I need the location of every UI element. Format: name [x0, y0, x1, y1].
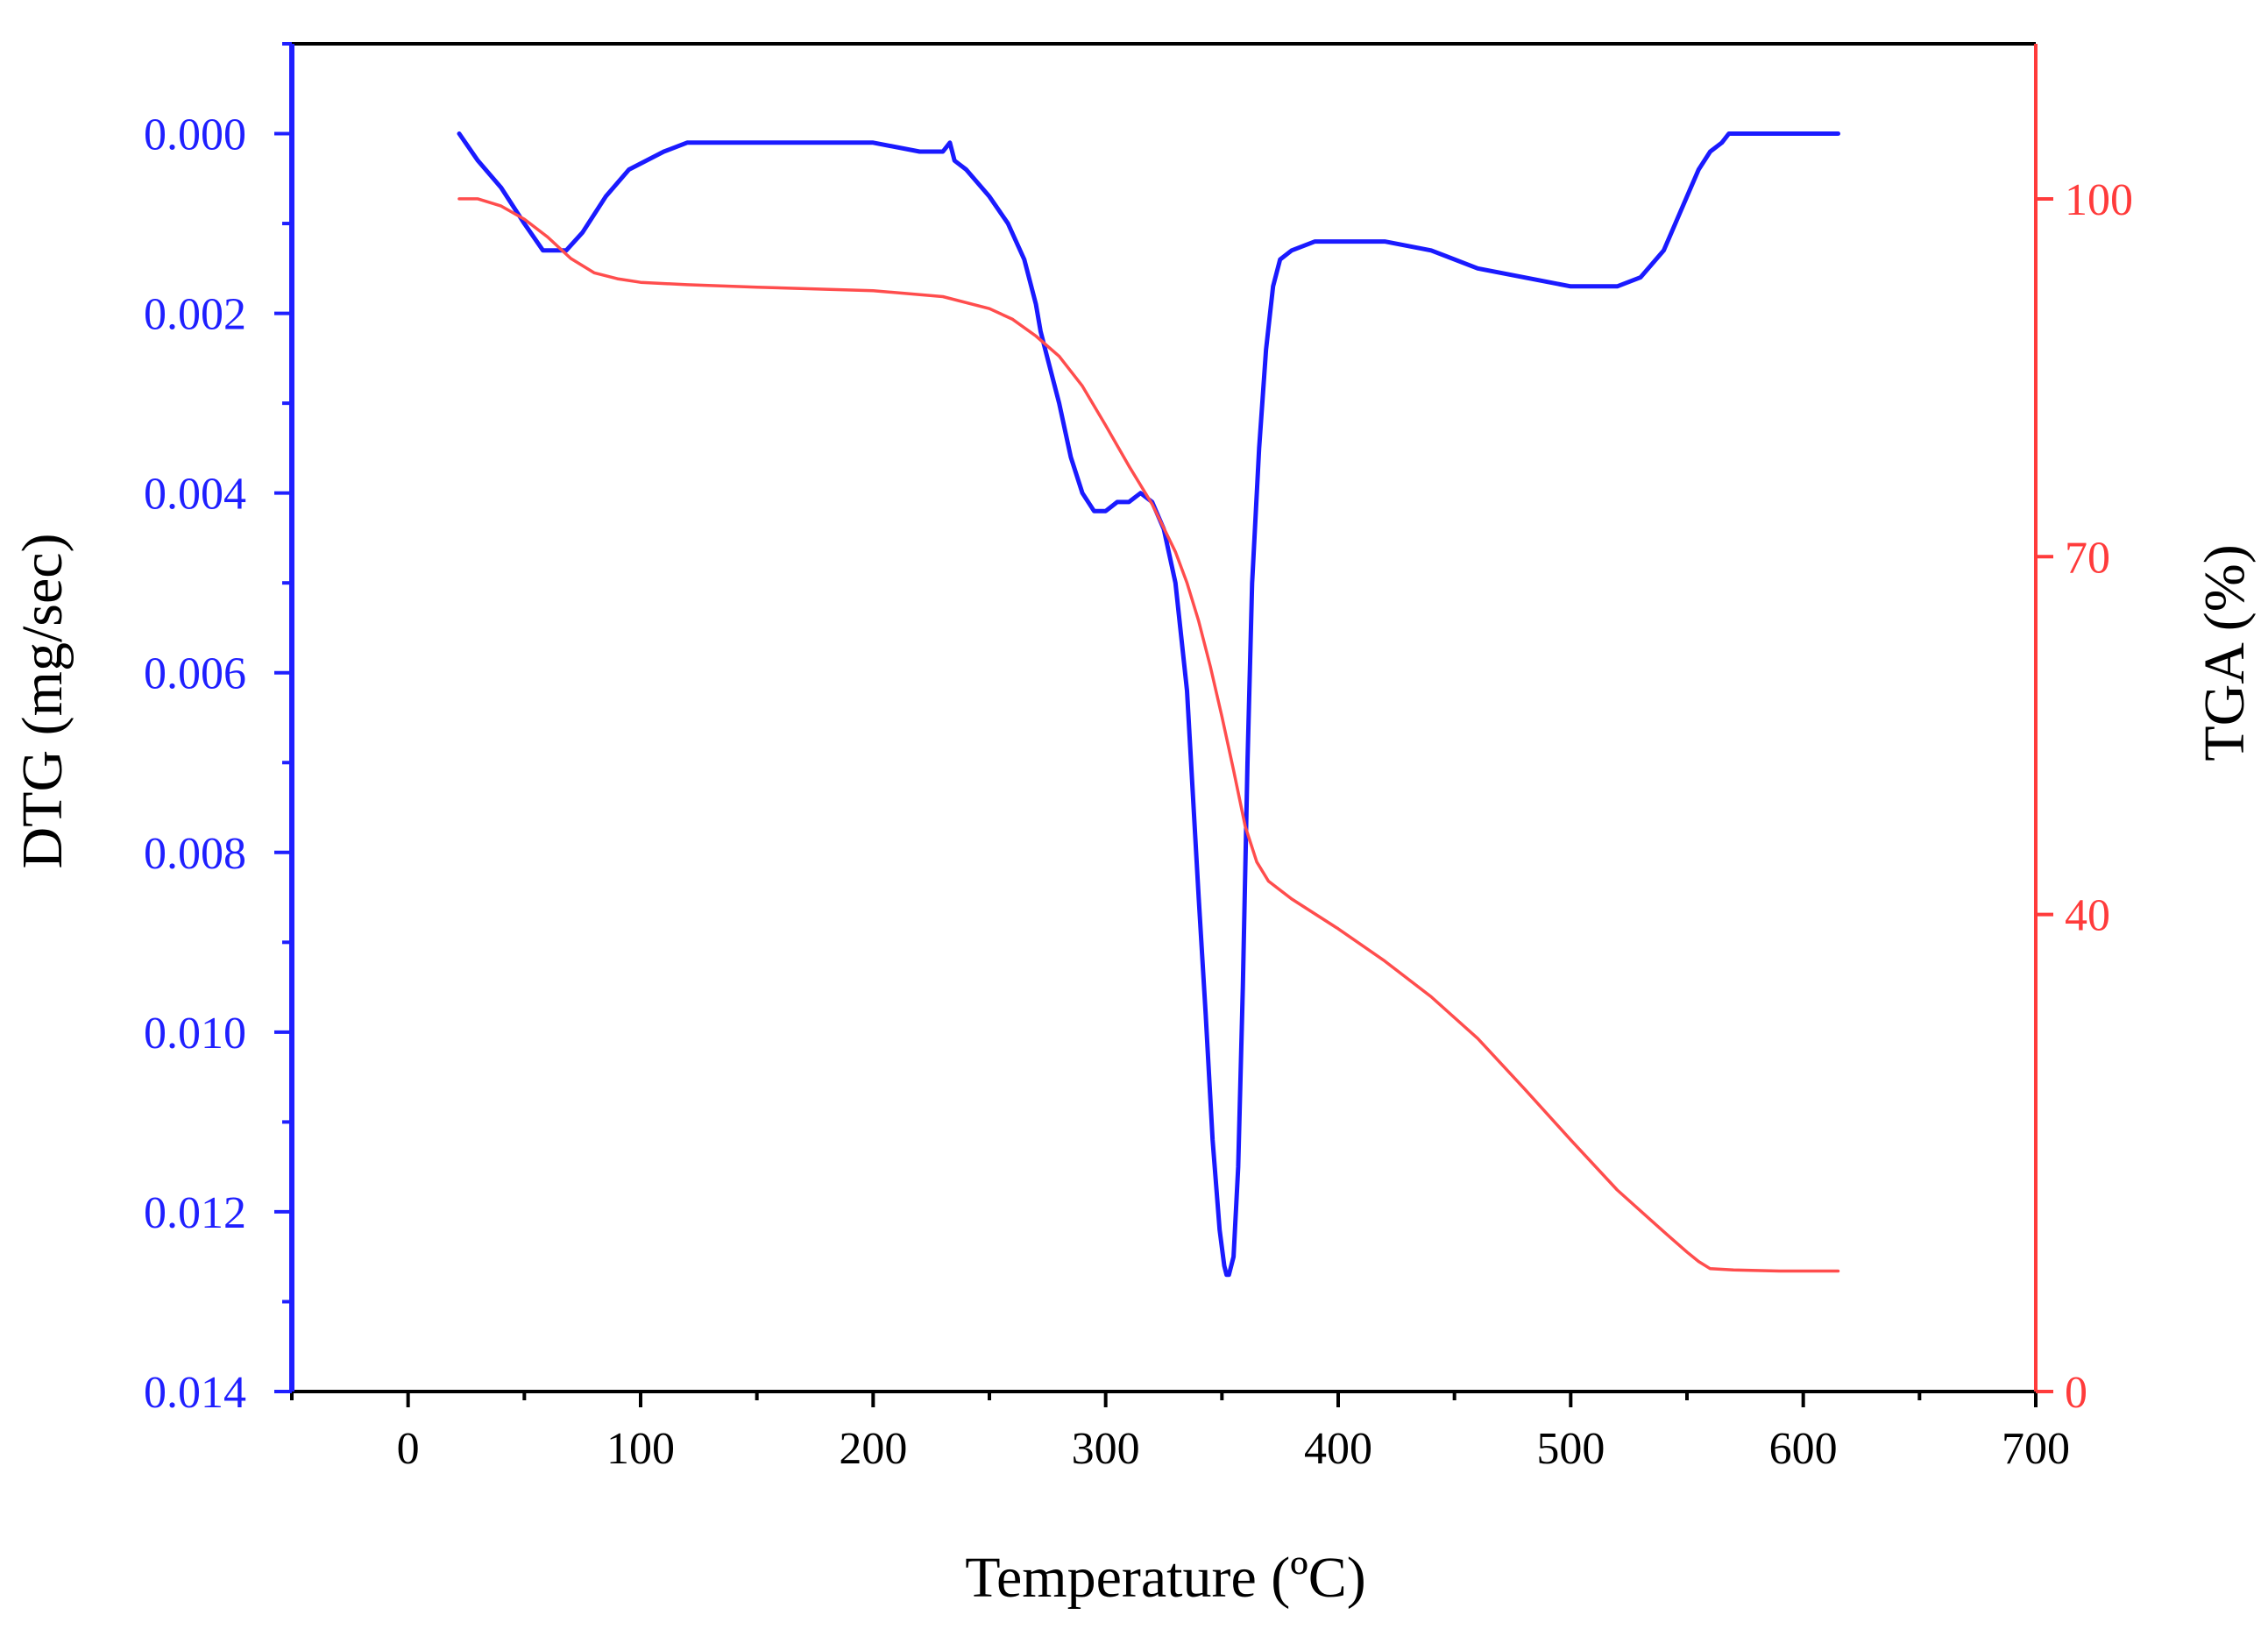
y-left-tick-label: 0.014	[144, 1368, 246, 1418]
x-tick-label: 0	[397, 1424, 420, 1474]
x-tick-label: 400	[1304, 1424, 1372, 1474]
plot-frame	[292, 42, 2036, 1393]
y-right-axis-title: TGA (%)	[2193, 544, 2257, 761]
y-left-axis-title: DTG (mg/sec)	[11, 533, 74, 868]
y-left-tick-label: 0.004	[144, 470, 246, 520]
y-left-tick-label: 0.000	[144, 110, 246, 160]
y-left-tick-label: 0.008	[144, 829, 246, 879]
axes-layer: 0 100 200 300 400 500 600 7000.0000.0020.0040.0…	[144, 42, 2133, 1474]
x-tick-label: 100	[606, 1424, 675, 1474]
y-left-tick-label: 0.010	[144, 1009, 246, 1059]
y-right-tick-label: 40	[2065, 891, 2110, 941]
y-left-tick-label: 0.002	[144, 290, 246, 340]
y-left-tick-label: 0.006	[144, 649, 246, 699]
y-left-tick-label: 0.012	[144, 1188, 246, 1238]
y-right-tick-label: 100	[2065, 175, 2133, 225]
y-right-tick-label: 0	[2065, 1368, 2087, 1418]
dtg-series-line	[457, 131, 1840, 1278]
y-right-tick-label: 70	[2065, 533, 2110, 583]
x-tick-label: 200	[839, 1424, 907, 1474]
x-tick-label: 700	[2002, 1424, 2070, 1474]
tga-series-line	[457, 197, 1840, 1273]
x-axis-title: Temperature (ºC)	[965, 1546, 1365, 1610]
x-tick-label: 600	[1769, 1424, 1838, 1474]
x-tick-label: 500	[1536, 1424, 1605, 1474]
series-layer	[457, 131, 1840, 1278]
x-tick-label: 300	[1072, 1424, 1140, 1474]
